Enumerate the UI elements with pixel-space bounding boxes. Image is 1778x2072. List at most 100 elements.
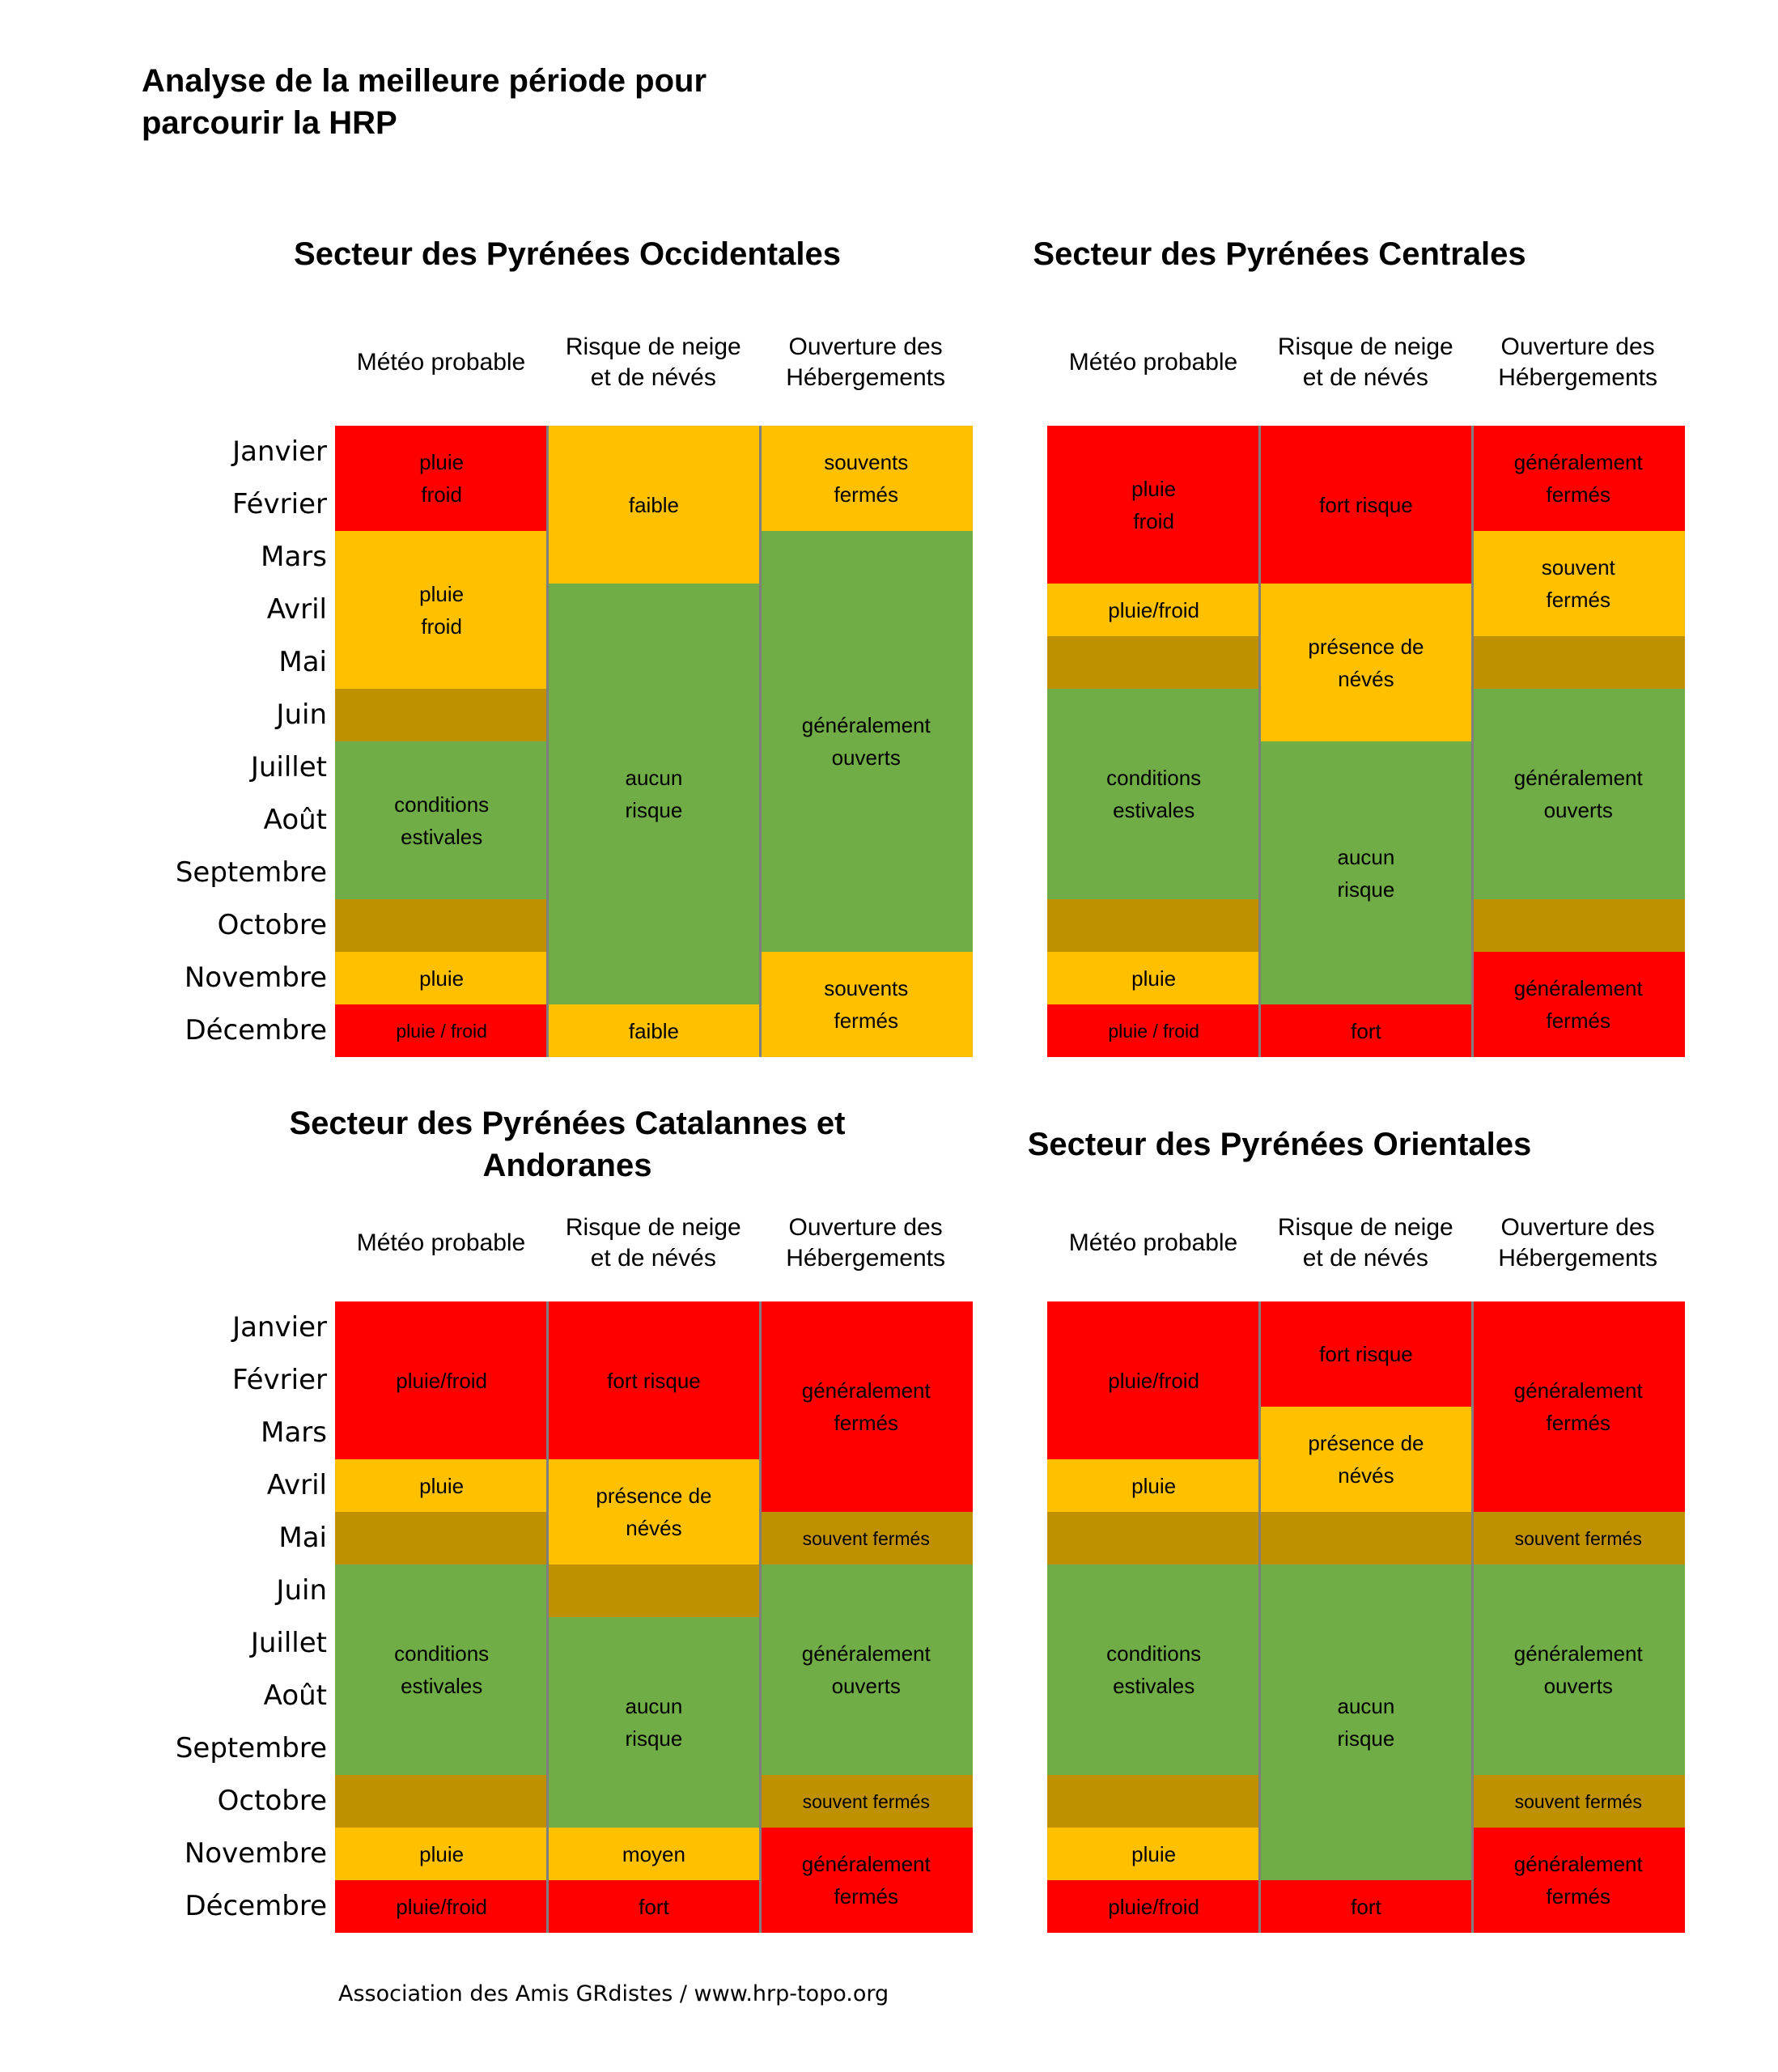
month-label: Juin [276,698,327,731]
period-cell-yellow: pluie/froid [1047,584,1261,636]
month-label: Mars [261,541,327,573]
period-cell-red: pluie froid [1047,426,1261,584]
column-divider [1470,1301,1474,1933]
month-label: Juillet [250,751,327,783]
column-header: Météo probable [356,1229,526,1256]
period-cell-yellow: pluie [335,952,549,1004]
period-cell-red: fort [1259,1004,1473,1057]
period-cell-red: généralement fermés [759,1828,973,1933]
period-cell-gold: souvent fermés [1471,1512,1685,1565]
column-header: Risque de neige et de névés [565,333,741,391]
month-label: Octobre [217,1785,327,1817]
period-cell-green: conditions estivales [335,741,549,899]
period-cell-gold: souvent fermés [759,1775,973,1828]
period-cell-gold [335,689,549,741]
panel-title: Secteur des Pyrénées Occidentales [294,236,841,272]
panel-title: Secteur des Pyrénées Orientales [1027,1127,1532,1162]
month-label: Novembre [184,1837,327,1870]
month-label: Mars [261,1416,327,1449]
period-cell-yellow: présence de névés [1259,584,1473,741]
period-cell-yellow: présence de névés [547,1459,761,1565]
month-label: Janvier [232,1311,327,1344]
period-cell-red: généralement fermés [1471,1828,1685,1933]
period-cell-green: aucun risque [1259,741,1473,1004]
column-header: Risque de neige et de névés [1277,1214,1453,1272]
period-cell-red: généralement fermés [759,1301,973,1512]
period-cell-red: pluie/froid [1047,1880,1261,1933]
month-label: Avril [266,593,327,626]
period-grid: pluie/froid pluie conditions estivales plui… [1047,1301,1685,1933]
period-cell-gold [1047,1775,1261,1828]
period-cell-gold [1047,1512,1261,1565]
month-label: Avril [266,1469,327,1501]
column-header: Météo probable [1068,349,1238,376]
period-grid: pluie/froid pluie conditions estivales plui… [335,1301,973,1933]
column-divider [546,426,550,1057]
period-cell-gold [1471,636,1685,689]
column-header: Ouverture des Hébergements [1498,1214,1657,1272]
period-cell-red: pluie froid [335,426,549,531]
period-cell-gold [335,1775,549,1828]
period-cell-green: généralement ouverts [1471,1565,1685,1775]
column-header: Météo probable [1068,1229,1238,1256]
column-divider [1258,426,1262,1057]
period-cell-red: généralement fermés [1471,1301,1685,1512]
month-label: Mai [278,1522,327,1554]
period-cell-yellow: souvents fermés [759,952,973,1057]
period-cell-yellow: souvents fermés [759,426,973,531]
period-grid: pluie froid pluie froid conditions estival… [335,426,973,1057]
column-header: Ouverture des Hébergements [1498,333,1657,391]
period-cell-yellow: faible [547,1004,761,1057]
period-cell-gold: souvent fermés [759,1512,973,1565]
period-cell-green: aucun risque [1259,1565,1473,1880]
period-cell-green: conditions estivales [1047,689,1261,899]
period-cell-gold [1259,1512,1473,1565]
column-divider [758,426,762,1057]
panel-title: Secteur des Pyrénées Catalannes et Andor… [289,1106,846,1183]
column-divider [1258,1301,1262,1933]
period-cell-yellow: moyen [547,1828,761,1880]
month-label: Septembre [175,856,327,889]
period-cell-yellow: pluie froid [335,531,549,689]
period-cell-red: pluie / froid [335,1004,549,1057]
period-cell-yellow: pluie [1047,1828,1261,1880]
column-divider [1470,426,1474,1057]
period-cell-red: pluie / froid [1047,1004,1261,1057]
period-cell-yellow: pluie [1047,952,1261,1004]
period-cell-red: pluie/froid [1047,1301,1261,1459]
month-label: Août [263,804,327,836]
period-cell-green: généralement ouverts [759,1565,973,1775]
month-label: Février [231,488,327,520]
month-label: Septembre [175,1732,327,1764]
period-cell-red: généralement fermés [1471,426,1685,531]
month-label: Décembre [185,1890,327,1922]
period-cell-gold [1471,899,1685,952]
period-cell-yellow: pluie [1047,1459,1261,1512]
period-cell-yellow: souvent fermés [1471,531,1685,636]
period-cell-red: pluie/froid [335,1880,549,1933]
period-cell-red: généralement fermés [1471,952,1685,1057]
month-label: Juin [276,1574,327,1607]
period-cell-green: conditions estivales [1047,1565,1261,1775]
panel-title: Secteur des Pyrénées Centrales [1033,236,1526,272]
period-cell-gold [1047,636,1261,689]
period-cell-red: pluie/froid [335,1301,549,1459]
period-cell-green: conditions estivales [335,1565,549,1775]
month-label: Novembre [184,962,327,994]
period-cell-yellow: faible [547,426,761,584]
month-label: Mai [278,646,327,678]
period-grid: pluie froid pluie/froid conditions estival… [1047,426,1685,1057]
footer-credit: Association des Amis GRdistes / www.hrp-… [338,1981,889,2006]
month-label: Février [231,1364,327,1396]
period-cell-gold [335,1512,549,1565]
period-cell-red: fort [547,1880,761,1933]
column-header: Risque de neige et de névés [565,1214,741,1272]
period-cell-gold [335,899,549,952]
period-cell-gold [547,1565,761,1617]
month-label: Août [263,1679,327,1712]
period-cell-green: généralement ouverts [759,531,973,952]
column-header: Ouverture des Hébergements [786,333,945,391]
column-divider [546,1301,550,1933]
month-label: Juillet [250,1627,327,1659]
period-cell-yellow: pluie [335,1459,549,1512]
